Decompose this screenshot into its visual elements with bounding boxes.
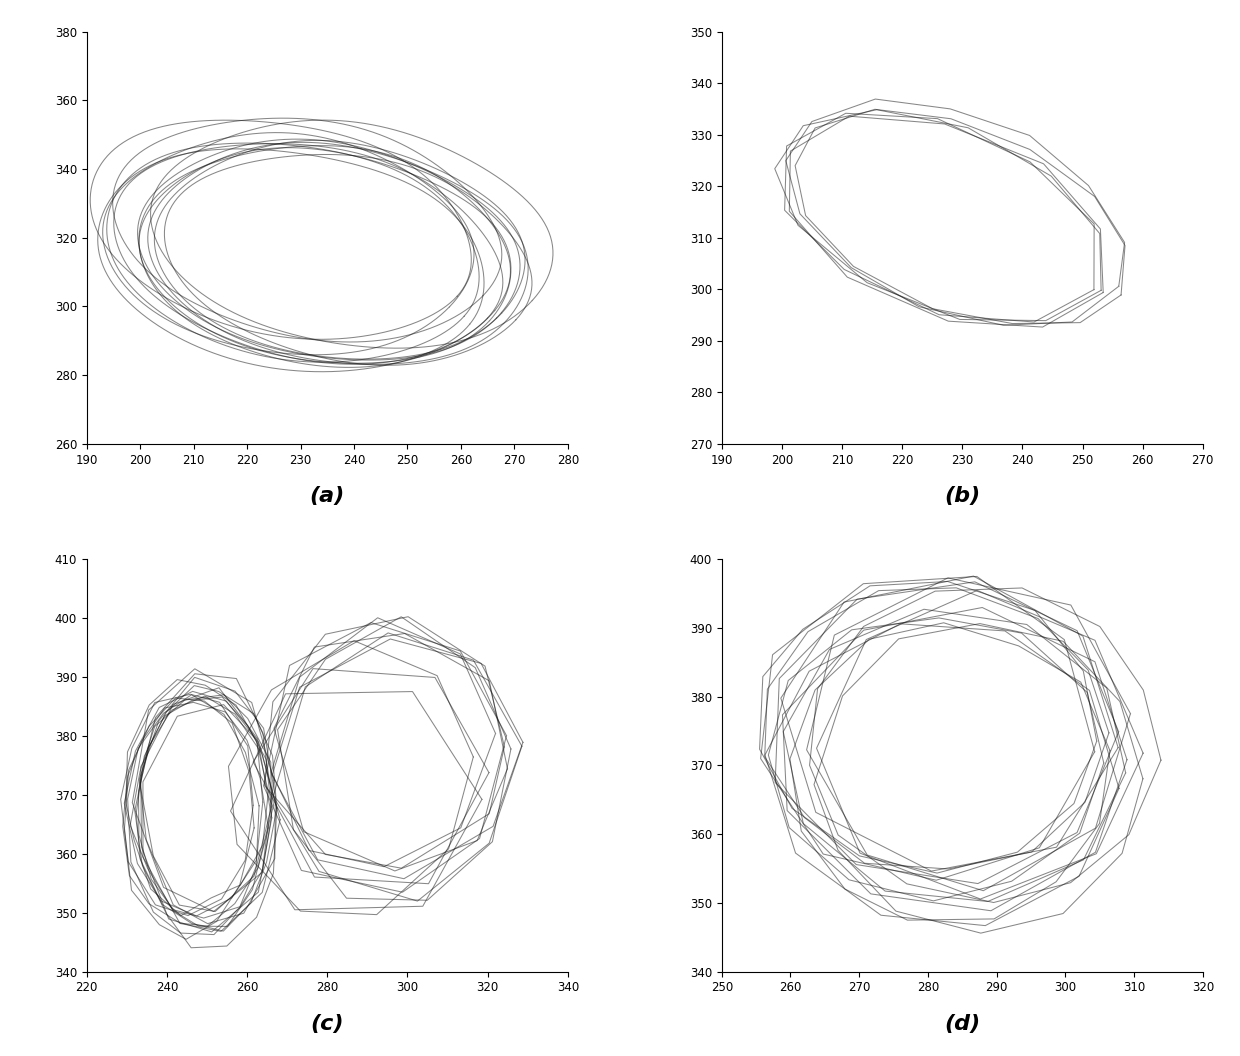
Text: (c): (c) xyxy=(310,1014,343,1034)
Text: (b): (b) xyxy=(944,486,981,506)
Text: (a): (a) xyxy=(310,486,345,506)
Text: (d): (d) xyxy=(944,1014,981,1034)
